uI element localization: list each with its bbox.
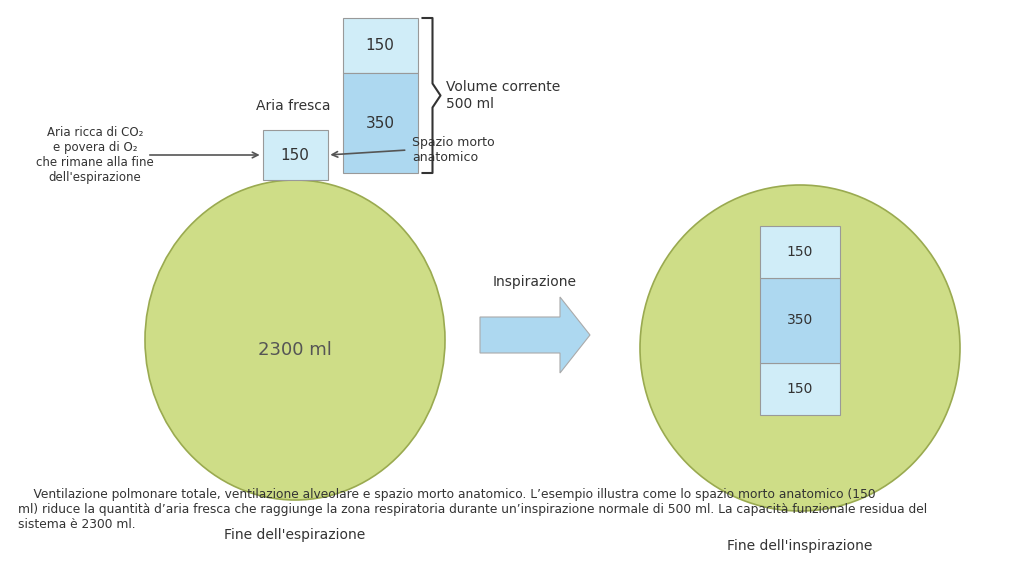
FancyBboxPatch shape	[343, 73, 418, 173]
Text: Spazio morto
anatomico: Spazio morto anatomico	[412, 136, 496, 164]
Text: 150: 150	[787, 245, 814, 259]
Text: 350: 350	[365, 115, 395, 131]
FancyBboxPatch shape	[263, 130, 327, 180]
Text: Aria ricca di CO₂
e povera di O₂
che rimane alla fine
dell'espirazione: Aria ricca di CO₂ e povera di O₂ che rim…	[36, 126, 154, 184]
FancyBboxPatch shape	[760, 278, 840, 363]
Ellipse shape	[640, 185, 960, 511]
Text: 150: 150	[280, 148, 310, 162]
Text: Fine dell'inspirazione: Fine dell'inspirazione	[727, 539, 873, 553]
FancyBboxPatch shape	[760, 226, 840, 278]
Text: 350: 350	[787, 314, 814, 328]
FancyBboxPatch shape	[343, 18, 418, 73]
Text: Fine dell'espirazione: Fine dell'espirazione	[225, 528, 365, 542]
Text: Volume corrente
500 ml: Volume corrente 500 ml	[446, 81, 561, 111]
Text: Aria fresca: Aria fresca	[256, 99, 330, 114]
FancyBboxPatch shape	[760, 363, 840, 415]
Text: Inspirazione: Inspirazione	[494, 275, 577, 289]
Polygon shape	[480, 297, 590, 373]
Text: 150: 150	[787, 382, 814, 396]
Text: 150: 150	[365, 38, 394, 53]
Text: 2800 ml: 2800 ml	[763, 389, 837, 407]
Ellipse shape	[145, 180, 445, 500]
Text: Ventilazione polmonare totale, ventilazione alveolare e spazio morto anatomico. : Ventilazione polmonare totale, ventilazi…	[18, 488, 928, 531]
Text: 2300 ml: 2300 ml	[259, 341, 332, 359]
